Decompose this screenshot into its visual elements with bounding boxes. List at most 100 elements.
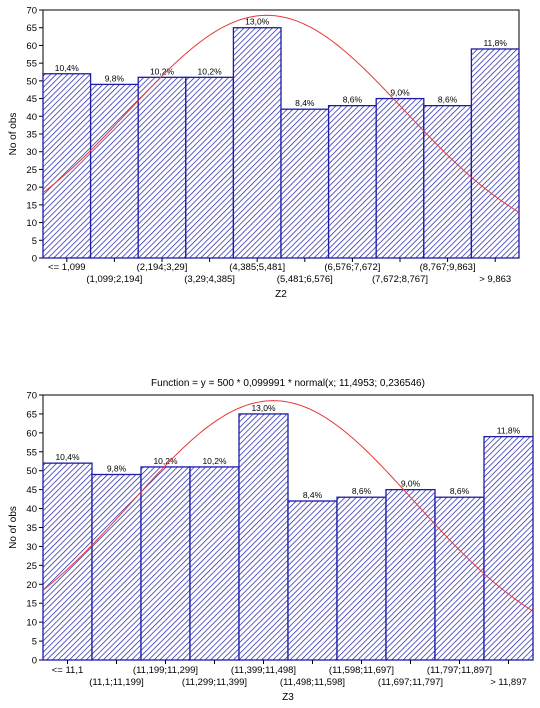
y-tick-label: 25 bbox=[26, 561, 37, 572]
bar-percent-label: 13,0% bbox=[245, 17, 270, 27]
y-tick-label: 10 bbox=[26, 218, 37, 229]
y-tick-label: 15 bbox=[26, 200, 37, 211]
y-tick-label: 55 bbox=[26, 447, 37, 458]
x-tick-label: (5,481;6,576] bbox=[277, 274, 333, 285]
histogram-bar bbox=[137, 76, 187, 259]
histogram-z2: 0 5 10 15 20 25 30 35 40 45 50 55 60 65 70 No of obs 10,… bbox=[0, 0, 540, 330]
bar-percent-label: 8,6% bbox=[352, 486, 372, 496]
bar-percent-label: 8,6% bbox=[450, 486, 470, 496]
normal-fit-curve bbox=[42, 400, 534, 612]
y-tick-label: 15 bbox=[26, 599, 37, 610]
y-tick-label: 65 bbox=[26, 23, 37, 34]
x-tick-label: (11,498;11,598] bbox=[280, 677, 345, 688]
x-tick-label: <= 11,1 bbox=[52, 665, 84, 676]
x-tick-label: (7,672;8,767] bbox=[372, 274, 428, 285]
x-tick-label: <= 1,099 bbox=[48, 262, 86, 273]
y-tick-label: 55 bbox=[26, 59, 37, 70]
bar-percent-label: 10,2% bbox=[198, 66, 223, 76]
bar-percent-label: 10,2% bbox=[153, 456, 178, 466]
x-tick-label: (11,199;11,299] bbox=[133, 665, 198, 676]
histogram-bar bbox=[470, 48, 520, 259]
y-tick-label: 70 bbox=[26, 391, 37, 402]
bar-percent-label: 8,4% bbox=[295, 98, 315, 108]
bar-percent-label: 8,4% bbox=[303, 490, 323, 500]
histogram-bar bbox=[189, 466, 240, 661]
y-tick-label: 60 bbox=[26, 428, 37, 439]
histogram-bar bbox=[327, 105, 377, 259]
histogram-bar bbox=[336, 496, 387, 661]
bar-percent-label: 9,8% bbox=[105, 73, 125, 83]
y-tick-label: 70 bbox=[26, 6, 37, 17]
y-tick-label: 20 bbox=[26, 183, 37, 194]
y-tick-label: 45 bbox=[26, 485, 37, 496]
bar-percent-label: 11,8% bbox=[483, 38, 507, 48]
y-tick-label: 50 bbox=[26, 76, 37, 87]
y-tick-label: 10 bbox=[26, 618, 37, 629]
x-axis-label: Z3 bbox=[282, 692, 294, 703]
y-tick-label: 25 bbox=[26, 165, 37, 176]
y-tick-label: 45 bbox=[26, 94, 37, 105]
normal-fit-curve bbox=[42, 14, 520, 213]
function-text: Function = y = 500 * 0,099991 * normal(x… bbox=[151, 378, 425, 389]
y-tick-label: 0 bbox=[32, 656, 37, 667]
y-tick-label: 30 bbox=[26, 147, 37, 158]
histogram-bar bbox=[483, 435, 534, 661]
histogram-bar bbox=[385, 488, 436, 661]
x-tick-label: (4,385;5,481] bbox=[229, 262, 285, 273]
y-tick-label: 60 bbox=[26, 41, 37, 52]
y-tick-label: 65 bbox=[26, 409, 37, 420]
y-axis-label: No of obs bbox=[8, 113, 19, 156]
histogram-bar bbox=[238, 413, 289, 661]
y-tick-label: 40 bbox=[26, 504, 37, 515]
y-tick-label: 50 bbox=[26, 466, 37, 477]
x-tick-label: > 9,863 bbox=[479, 274, 511, 285]
y-axis-label: No of obs bbox=[8, 506, 19, 549]
x-tick-label: > 11,897 bbox=[490, 677, 527, 688]
x-tick-label: (11,299;11,399] bbox=[182, 677, 247, 688]
x-tick-label: (8,767;9,863] bbox=[420, 262, 476, 273]
x-axis-label: Z2 bbox=[275, 289, 287, 300]
x-tick-label: (11,598;11,697] bbox=[329, 665, 394, 676]
histogram-bar bbox=[434, 496, 485, 661]
bar-percent-label: 10,4% bbox=[55, 63, 80, 73]
histogram-bar bbox=[287, 500, 338, 661]
histogram-z3-svg: Function = y = 500 * 0,099991 * normal(x… bbox=[8, 378, 534, 703]
x-tick-label: (6,576;7,672] bbox=[324, 262, 380, 273]
bar-percent-label: 13,0% bbox=[251, 403, 276, 413]
bar-percent-label: 8,6% bbox=[343, 95, 363, 105]
bar-percent-label: 10,2% bbox=[150, 66, 175, 76]
x-tick-label: (11,399;11,498] bbox=[231, 665, 296, 676]
bar-percent-label: 10,2% bbox=[202, 456, 227, 466]
bar-percent-label: 9,0% bbox=[390, 88, 410, 98]
histogram-z3: Function = y = 500 * 0,099991 * normal(x… bbox=[0, 378, 540, 708]
y-tick-label: 35 bbox=[26, 523, 37, 534]
histogram-bar bbox=[91, 473, 142, 661]
bar-percent-label: 9,0% bbox=[401, 479, 421, 489]
x-tick-label: (11,697;11,797] bbox=[378, 677, 443, 688]
histogram-bar bbox=[423, 105, 473, 259]
x-tick-label: (11,1;11,199] bbox=[89, 677, 144, 688]
x-tick-label: (1,099;2,194] bbox=[86, 274, 142, 285]
histogram-bar bbox=[42, 462, 93, 661]
y-tick-label: 20 bbox=[26, 580, 37, 591]
y-tick-label: 35 bbox=[26, 130, 37, 141]
bar-percent-label: 8,6% bbox=[438, 95, 458, 105]
bar-percent-label: 9,8% bbox=[107, 464, 127, 474]
bar-percent-label: 10,4% bbox=[55, 452, 80, 462]
x-tick-label: (11,797;11,897] bbox=[427, 665, 492, 676]
histogram-bar bbox=[140, 466, 191, 661]
histogram-bar bbox=[42, 73, 92, 259]
histogram-z2-svg: 0 5 10 15 20 25 30 35 40 45 50 55 60 65 70 No of obs 10,… bbox=[8, 6, 520, 300]
y-tick-label: 40 bbox=[26, 112, 37, 123]
histogram-bar bbox=[89, 83, 139, 259]
y-tick-label: 30 bbox=[26, 542, 37, 553]
histogram-bar bbox=[280, 108, 330, 259]
histogram-bar bbox=[185, 76, 235, 259]
x-tick-label: (2,194;3,29] bbox=[137, 262, 188, 273]
y-tick-label: 5 bbox=[32, 637, 37, 648]
y-tick-label: 0 bbox=[32, 254, 37, 265]
histogram-bar bbox=[232, 27, 282, 259]
bar-percent-label: 11,8% bbox=[497, 426, 521, 436]
x-tick-label: (3,29;4,385] bbox=[184, 274, 235, 285]
y-tick-label: 5 bbox=[32, 236, 37, 247]
